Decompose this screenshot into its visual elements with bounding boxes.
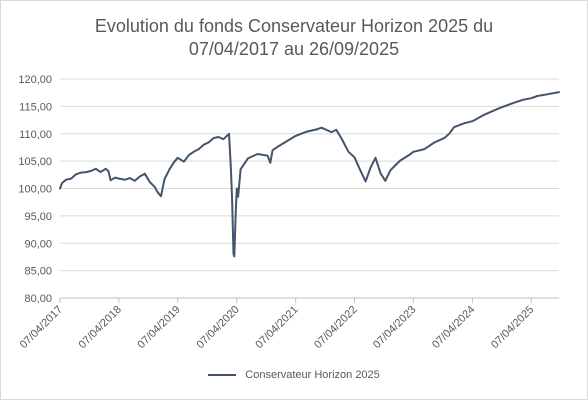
x-tick-label: 07/04/2017 [18, 304, 65, 351]
chart-legend: Conservateur Horizon 2025 [1, 369, 587, 381]
chart-title: Evolution du fonds Conservateur Horizon … [1, 15, 587, 61]
legend-series-swatch [208, 374, 237, 377]
x-tick-label: 07/04/2021 [253, 304, 300, 351]
x-tick-label: 07/04/2024 [430, 304, 477, 351]
y-tick-label: 85,00 [24, 266, 52, 278]
y-tick-label: 120,00 [18, 74, 52, 86]
x-tick-label: 07/04/2019 [135, 304, 182, 351]
y-tick-label: 90,00 [24, 238, 52, 250]
y-tick-label: 110,00 [19, 129, 52, 141]
x-tick-label: 07/04/2020 [194, 304, 241, 351]
y-tick-label: 80,00 [24, 293, 52, 305]
x-tick-label: 07/04/2018 [77, 304, 124, 351]
x-tick-label: 07/04/2025 [489, 304, 536, 351]
chart-title-line-1: Evolution du fonds Conservateur Horizon … [94, 16, 494, 36]
y-tick-label: 105,00 [18, 156, 52, 168]
series-line [59, 91, 560, 258]
y-tick-label: 115,00 [19, 101, 52, 113]
chart-title-line-2: 07/04/2017 au 26/09/2025 [188, 39, 400, 59]
y-tick-label: 100,00 [18, 184, 52, 196]
y-tick-label: 95,00 [24, 211, 52, 223]
x-tick-label: 07/04/2023 [371, 304, 418, 351]
x-tick-label: 07/04/2022 [312, 304, 359, 351]
legend-series-label: Conservateur Horizon 2025 [245, 369, 380, 381]
